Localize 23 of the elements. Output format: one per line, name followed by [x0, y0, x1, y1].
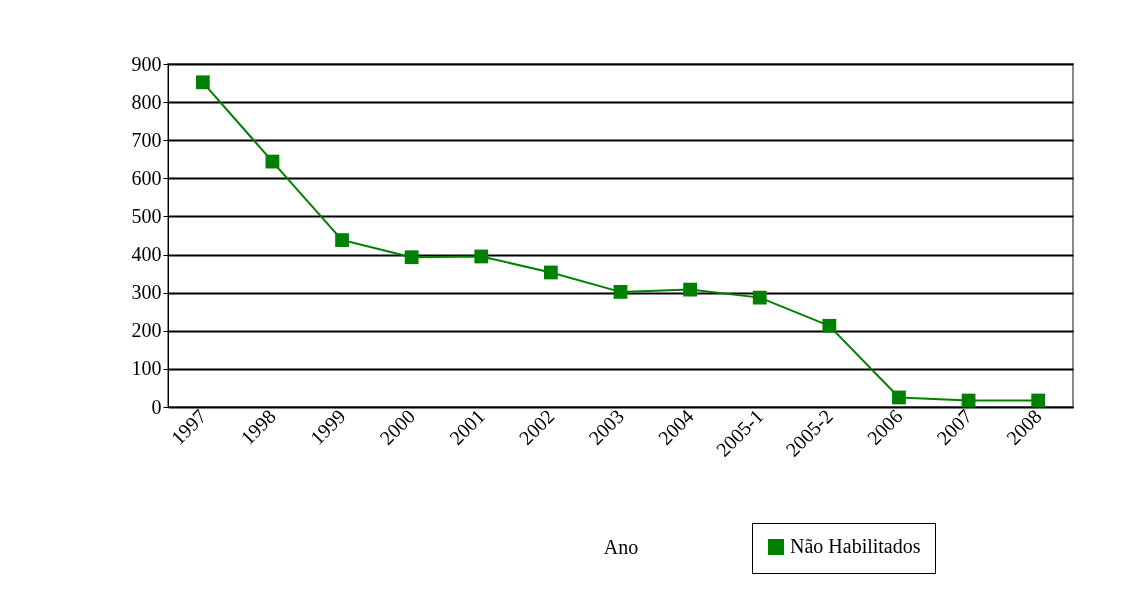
- legend-label: Não Habilitados: [790, 535, 921, 557]
- point: [474, 249, 489, 264]
- y-tick-label: 500: [131, 204, 162, 227]
- point: [892, 390, 906, 405]
- y-tick-label: 100: [131, 357, 162, 380]
- point: [195, 75, 210, 90]
- point: [335, 233, 349, 247]
- point: [404, 250, 419, 265]
- y-tick-label: 700: [131, 128, 162, 151]
- x-axis-title: Ano: [603, 535, 639, 558]
- y-tick-label: 600: [131, 166, 162, 189]
- point: [822, 318, 837, 333]
- point: [543, 265, 558, 280]
- point: [683, 282, 698, 297]
- y-tick-label: 200: [131, 319, 162, 342]
- y-tick-label: 900: [131, 52, 162, 75]
- point: [1031, 393, 1046, 408]
- y-tick-label: 300: [131, 281, 162, 304]
- y-tick-label: 800: [131, 90, 162, 113]
- y-tick-label: 0: [151, 395, 162, 418]
- point: [613, 285, 628, 299]
- y-tick-label: 400: [131, 243, 162, 266]
- point: [752, 290, 767, 305]
